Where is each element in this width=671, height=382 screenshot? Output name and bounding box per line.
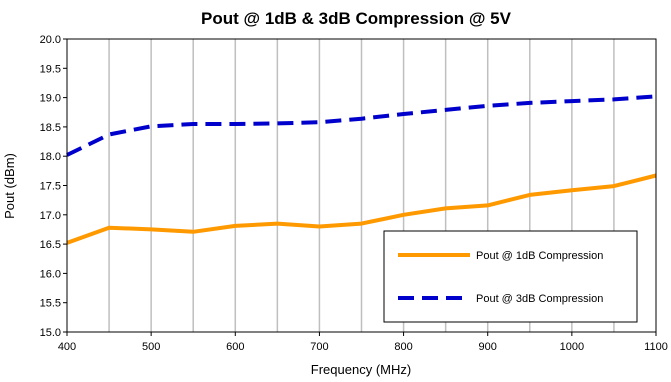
- x-axis: 400 500 600 700 800 900 1000 1100: [58, 332, 668, 353]
- y-tick-label: 18.0: [40, 151, 61, 163]
- y-tick-label: 19.5: [40, 63, 61, 75]
- x-tick-label: 700: [310, 341, 328, 353]
- x-tick-label: 500: [142, 341, 160, 353]
- legend-label-3dB: Pout @ 3dB Compression: [476, 293, 603, 305]
- x-tick-label: 600: [226, 341, 244, 353]
- y-tick-label: 15.0: [40, 327, 61, 339]
- legend-label-1dB: Pout @ 1dB Compression: [476, 250, 603, 262]
- y-tick-label: 17.5: [40, 181, 61, 193]
- series-layer: [66, 94, 657, 245]
- y-tick-label: 18.5: [40, 122, 61, 134]
- y-tick-label: 17.0: [40, 210, 61, 222]
- y-tick-label: 20.0: [40, 34, 61, 46]
- y-tick-label: 16.0: [40, 268, 61, 280]
- x-tick-label: 1000: [560, 341, 584, 353]
- y-axis-label: Pout (dBm): [2, 153, 17, 219]
- y-tick-label: 15.5: [40, 298, 61, 310]
- legend-box: [383, 230, 638, 323]
- x-tick-label: 400: [58, 341, 76, 353]
- x-tick-label: 800: [394, 341, 412, 353]
- series-line-3dB: [66, 94, 657, 157]
- chart-title: Pout @ 1dB & 3dB Compression @ 5V: [201, 9, 512, 28]
- x-tick-label: 900: [479, 341, 497, 353]
- x-axis-label: Frequency (MHz): [311, 362, 411, 377]
- y-tick-label: 19.0: [40, 93, 61, 105]
- y-axis: 15.0 15.5 16.0 16.5 17.0 17.5 18.0 18.5 19.0 19.5…: [40, 34, 67, 339]
- y-tick-label: 16.5: [40, 239, 61, 251]
- x-tick-label: 1100: [644, 341, 668, 353]
- legend: Pout @ 1dB Compression Pout @ 3dB Compre…: [383, 230, 638, 323]
- series-line-1dB: [66, 173, 657, 245]
